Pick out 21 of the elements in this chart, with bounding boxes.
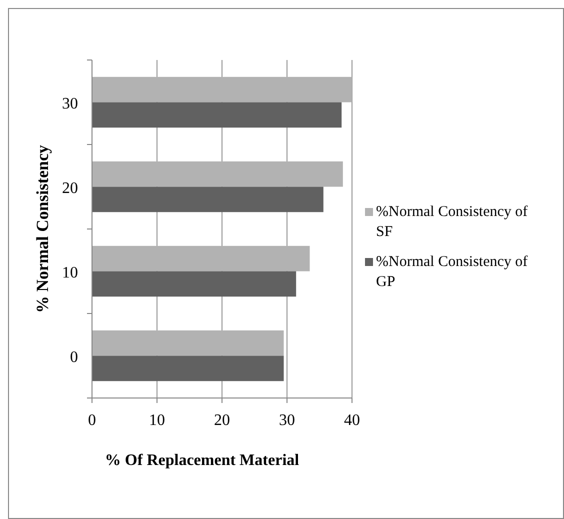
legend-label: %Normal Consistency of SF bbox=[376, 204, 528, 240]
bar bbox=[92, 271, 296, 297]
x-axis-title: % Of Replacement Material bbox=[104, 452, 300, 469]
y-tick-label: 30 bbox=[62, 95, 78, 112]
bar bbox=[92, 161, 343, 187]
y-tick-label: 20 bbox=[62, 180, 78, 197]
legend-label: %Normal Consistency of GP bbox=[376, 254, 528, 290]
bar bbox=[92, 186, 324, 212]
bar bbox=[92, 330, 284, 356]
x-tick-label: 10 bbox=[149, 412, 165, 429]
x-tick-label: 0 bbox=[88, 412, 96, 429]
bar bbox=[92, 356, 284, 382]
x-tick-label: 20 bbox=[214, 412, 230, 429]
y-axis-title: % Normal Consistency bbox=[33, 144, 52, 314]
bar bbox=[92, 246, 310, 272]
bar bbox=[92, 76, 352, 102]
y-tick-label: 0 bbox=[70, 348, 78, 366]
x-tick-label: 30 bbox=[279, 412, 295, 429]
y-tick-label: 10 bbox=[62, 264, 78, 282]
bar bbox=[92, 102, 342, 128]
x-tick-label: 40 bbox=[344, 412, 360, 429]
